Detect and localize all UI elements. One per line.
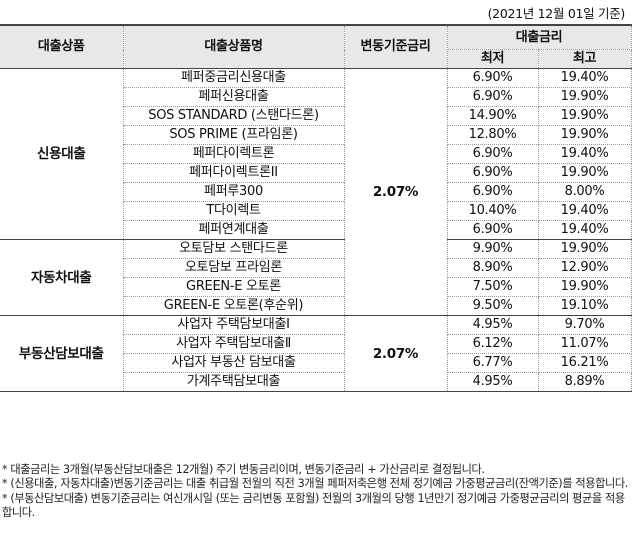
max-rate-cell: 16.21% (537, 353, 632, 373)
table-row: GREEN-E 오토론 7.50% 19.90% (0, 277, 632, 297)
product-name-cell: 오토담보 스탠다드론 (122, 239, 345, 259)
max-rate-cell: 19.40% (537, 201, 632, 221)
max-rate-cell: 19.90% (537, 106, 632, 126)
min-rate-cell: 6.90% (446, 68, 539, 88)
min-rate-cell: 6.90% (446, 144, 539, 164)
footnote: * 대출금리는 3개월(부동산담보대출은 12개월) 주기 변동금리이며, 변동… (2, 463, 485, 476)
max-rate-cell: 12.90% (537, 258, 632, 278)
min-rate-cell: 6.90% (446, 163, 539, 183)
max-rate-cell: 19.40% (537, 220, 632, 240)
max-rate-cell: 19.90% (537, 239, 632, 259)
min-rate-cell: 10.40% (446, 201, 539, 221)
max-rate-cell: 11.07% (537, 334, 632, 354)
product-name-cell: SOS PRIME (프라임론) (123, 125, 345, 145)
product-name-cell: 사업자 부동산 담보대출 (123, 353, 345, 373)
footnote: * (신용대출, 자동차대출)변동기준금리는 대출 취급월 전월의 직전 3개월… (2, 477, 628, 491)
min-rate-cell: 8.90% (446, 258, 539, 278)
header-product: 대출상품 (0, 24, 124, 69)
table-row: SOS PRIME (프라임론) 12.80% 19.90% (0, 125, 632, 145)
min-rate-cell: 6.90% (446, 220, 539, 240)
table-row: 사업자 주택담보대출Ⅱ 6.12% 11.07% (0, 334, 632, 354)
max-rate-cell: 9.70% (537, 315, 632, 335)
max-rate-cell: 8.00% (537, 182, 632, 202)
product-name-cell: 가계주택담보대출 (123, 372, 345, 392)
table-row: 부동산담보대출 사업자 주택담보대출Ⅰ 2.07% 4.95% 9.70% (0, 315, 632, 392)
header-loan-rate: 대출금리 (446, 24, 632, 50)
table-row: 페퍼루300 6.90% 8.00% (0, 182, 632, 202)
footnotes: * 대출금리는 3개월(부동산담보대출은 12개월) 주기 변동금리이며, 변동… (2, 463, 630, 521)
product-name-cell: 페퍼다이렉트론II (123, 163, 345, 183)
base-date-label: (2021년 12월 01일 기준) (487, 6, 626, 21)
table-row: 가계주택담보대출 4.95% 8.89% (0, 372, 632, 392)
max-rate-cell: 19.90% (537, 277, 632, 297)
max-rate-cell: 19.40% (537, 144, 632, 164)
max-rate-cell: 8.89% (537, 372, 632, 392)
min-rate-cell: 7.50% (446, 277, 539, 297)
table-row: 페퍼다이렉트론II 6.90% 19.90% (0, 163, 632, 183)
product-name-cell: 페퍼다이렉트론 (123, 144, 345, 164)
min-rate-cell: 9.50% (446, 296, 539, 316)
min-rate-cell: 12.80% (446, 125, 539, 145)
product-name-cell: 사업자 주택담보대출Ⅱ (123, 334, 345, 354)
min-rate-cell: 14.90% (446, 106, 539, 126)
min-rate-cell: 6.12% (446, 334, 539, 354)
table-row: 페퍼다이렉트론 6.90% 19.40% (0, 144, 632, 164)
product-name-cell: 페퍼루300 (123, 182, 345, 202)
category-cell: 신용대출 (0, 68, 124, 240)
min-rate-cell: 6.90% (446, 87, 539, 107)
max-rate-cell: 19.10% (537, 296, 632, 316)
table-row: T다이렉트 10.40% 19.40% (0, 201, 632, 221)
header-product-name: 대출상품명 (122, 24, 345, 69)
base-rate-cell: 2.07% (343, 68, 448, 316)
product-name-cell: 사업자 주택담보대출Ⅰ (122, 315, 345, 335)
footnote: * (부동산담보대출) 변동기준금리는 여신개시일 (또는 금리변동 포함월) … (2, 491, 625, 520)
product-name-cell: 페퍼중금리신용대출 (122, 68, 345, 88)
header-min: 최저 (447, 49, 539, 69)
product-name-cell: GREEN-E 오토론 (123, 277, 345, 297)
product-name-cell: 페퍼연계대출 (123, 220, 345, 240)
table-row: GREEN-E 오토론(후순위) 9.50% 19.10% (0, 296, 632, 316)
table-row: 신용대출 페퍼중금리신용대출 2.07% 6.90% 19.40% (0, 68, 632, 316)
loan-rate-table: 대출상품 대출상품명 변동기준금리 대출금리 최저 최고 신용대출 페퍼중금리신… (0, 24, 632, 392)
header-base-rate: 변동기준금리 (343, 24, 448, 69)
category-cell: 부동산담보대출 (0, 315, 124, 392)
min-rate-cell: 4.95% (446, 372, 539, 392)
min-rate-cell: 6.77% (446, 353, 539, 373)
category-cell: 자동차대출 (0, 239, 124, 316)
header-max: 최고 (537, 49, 632, 69)
base-rate-cell: 2.07% (343, 315, 448, 392)
max-rate-cell: 19.90% (537, 125, 632, 145)
table-row: SOS STANDARD (스탠다드론) 14.90% 19.90% (0, 106, 632, 126)
min-rate-cell: 9.90% (446, 239, 539, 259)
min-rate-cell: 4.95% (446, 315, 539, 335)
product-name-cell: GREEN-E 오토론(후순위) (123, 296, 345, 316)
max-rate-cell: 19.90% (537, 87, 632, 107)
max-rate-cell: 19.40% (537, 68, 632, 88)
max-rate-cell: 19.90% (537, 163, 632, 183)
table-row: 자동차대출 오토담보 스탠다드론 9.90% 19.90% (0, 239, 632, 316)
min-rate-cell: 6.90% (446, 182, 539, 202)
product-name-cell: T다이렉트 (123, 201, 345, 221)
product-name-cell: 페퍼신용대출 (123, 87, 345, 107)
product-name-cell: SOS STANDARD (스탠다드론) (123, 106, 345, 126)
product-name-cell: 오토담보 프라임론 (123, 258, 345, 278)
table-row: 페퍼연계대출 6.90% 19.40% (0, 220, 632, 240)
